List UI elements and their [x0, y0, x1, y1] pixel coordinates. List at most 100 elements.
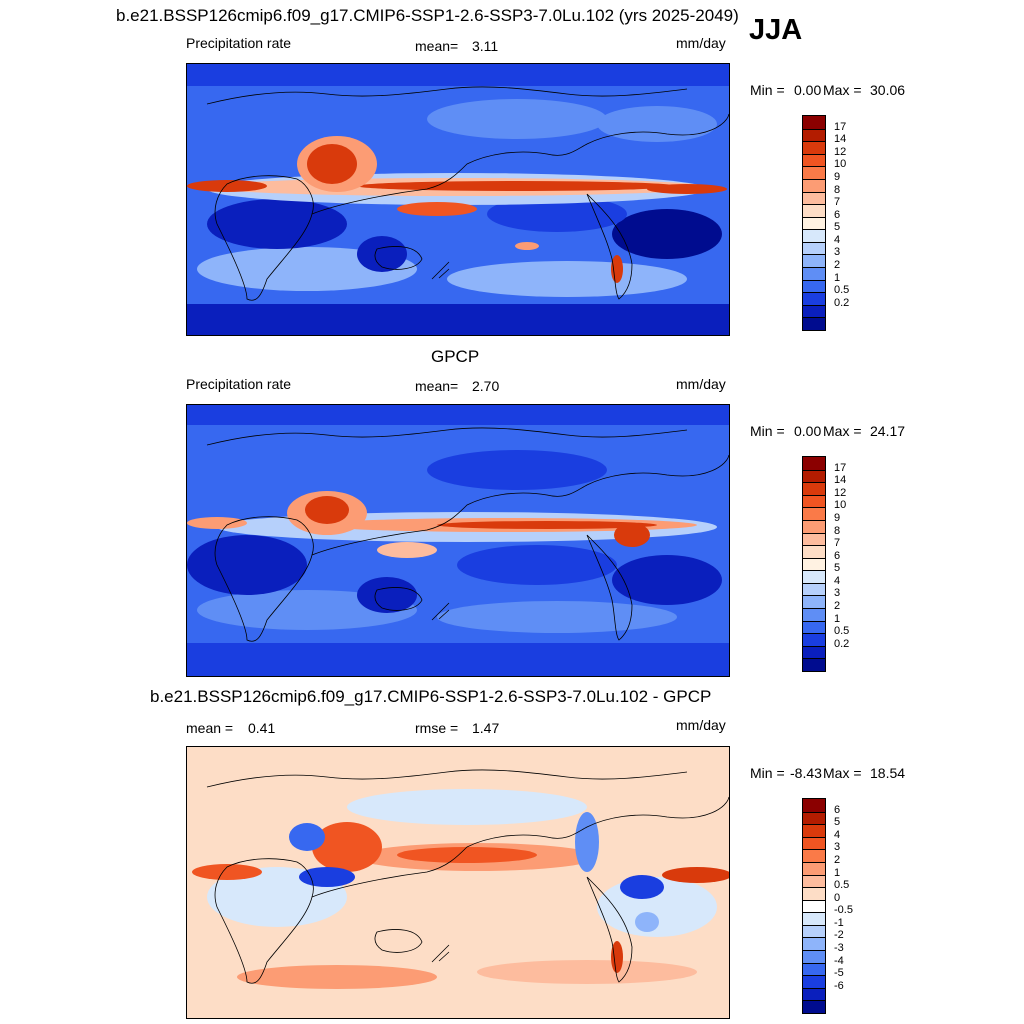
colorbar-swatch [803, 924, 825, 938]
colorbar-swatch [803, 608, 825, 621]
colorbar-tick-label: -3 [834, 942, 844, 955]
colorbar-tick-label: 2 [834, 853, 841, 866]
panel-2-max-value: 24.17 [870, 423, 906, 439]
colorbar-tick-label: 0.5 [834, 879, 850, 892]
colorbar-swatch [803, 545, 825, 558]
colorbar-swatch [803, 141, 825, 154]
colorbar-tick-label: 3 [834, 841, 841, 854]
panel-3-rmse-value: 1.47 [472, 720, 500, 736]
panel-2-map-field [187, 405, 729, 676]
colorbar-tick-label: 0.2 [834, 296, 850, 309]
colorbar-swatch [803, 799, 825, 812]
colorbar-swatch [803, 241, 825, 255]
colorbar-tick-label: 0 [834, 891, 841, 904]
panel-2-title: GPCP [431, 347, 480, 366]
colorbar-swatch [803, 658, 825, 671]
colorbar-swatch [803, 229, 825, 242]
panel-1-units: mm/day [676, 35, 726, 51]
colorbar-swatch [803, 279, 825, 293]
colorbar-tick-label: 2 [834, 259, 841, 272]
colorbar-swatch [803, 950, 825, 963]
colorbar-tick-label: -5 [834, 967, 844, 980]
colorbar-swatch [803, 507, 825, 520]
panel-1-max-label: Max = [823, 82, 862, 98]
colorbar-swatch [803, 469, 825, 483]
colorbar-swatch [803, 178, 825, 192]
colorbar-tick-label: 4 [834, 574, 841, 587]
panel-3-mean-label: mean = [186, 720, 234, 736]
colorbar-swatch [803, 570, 825, 583]
colorbar-swatch [803, 874, 825, 888]
colorbar-swatch [803, 836, 825, 850]
colorbar-tick-label: 1 [834, 866, 841, 879]
colorbar-tick-label: 8 [834, 524, 841, 537]
colorbar-swatch [803, 645, 825, 659]
colorbar-tick-label: 0.5 [834, 625, 850, 638]
panel-1-mean-value: 3.11 [472, 38, 499, 54]
panel-3-max-label: Max = [823, 765, 862, 781]
colorbar-swatch [803, 633, 825, 646]
colorbar-tick-label: 1 [834, 271, 841, 284]
colorbar-swatch [803, 987, 825, 1001]
colorbar-tick-label: 17 [834, 120, 847, 133]
colorbar-tick-label: -1 [834, 916, 844, 929]
season-label: JJA [749, 14, 803, 46]
colorbar-swatch [803, 532, 825, 546]
colorbar-swatch [803, 824, 825, 837]
panel-3-map-field [187, 747, 729, 1018]
colorbar-swatch [803, 216, 825, 230]
colorbar-swatch [803, 317, 825, 330]
panel-1-field-label: Precipitation rate [186, 35, 292, 51]
colorbar-swatch [803, 811, 825, 825]
colorbar-swatch [803, 191, 825, 205]
colorbar-swatch [803, 912, 825, 925]
colorbar-tick-label: 4 [834, 828, 841, 841]
colorbar-swatch [803, 304, 825, 318]
colorbar-swatch [803, 595, 825, 609]
colorbar-swatch [803, 292, 825, 305]
panel-3-rmse-label: rmse = [415, 720, 459, 736]
panel-2-precip-map [186, 404, 730, 677]
panel-1-min-label: Min = [750, 82, 785, 98]
panel-3-units: mm/day [676, 717, 726, 733]
colorbar-swatch [803, 937, 825, 951]
colorbar-tick-label: 7 [834, 537, 841, 550]
panel-1-colorbar [802, 115, 826, 331]
colorbar-swatch [803, 849, 825, 862]
panel-2-mean-value: 2.70 [472, 378, 500, 394]
panel-3-max-value: 18.54 [870, 765, 906, 781]
colorbar-swatch [803, 482, 825, 495]
colorbar-tick-label: -6 [834, 979, 844, 992]
panel-2-min-label: Min = [750, 423, 785, 439]
colorbar-tick-label: 12 [834, 486, 847, 499]
colorbar-tick-label: -2 [834, 929, 844, 942]
colorbar-tick-label: 8 [834, 183, 841, 196]
colorbar-swatch [803, 166, 825, 179]
colorbar-tick-label: 4 [834, 233, 841, 246]
colorbar-tick-label: 14 [834, 474, 847, 487]
colorbar-tick-label: -4 [834, 954, 844, 967]
colorbar-tick-label: 0.5 [834, 284, 850, 297]
colorbar-swatch [803, 962, 825, 976]
colorbar-tick-label: 6 [834, 803, 841, 816]
panel-1-map-field [187, 64, 729, 335]
colorbar-swatch [803, 887, 825, 900]
colorbar-swatch [803, 494, 825, 508]
panel-3-title: b.e21.BSSP126cmip6.f09_g17.CMIP6-SSP1-2.… [150, 687, 712, 706]
panel-2-colorbar [802, 456, 826, 672]
colorbar-swatch [803, 620, 825, 634]
colorbar-swatch [803, 457, 825, 470]
colorbar-tick-label: 17 [834, 461, 847, 474]
panel-1-min-value: 0.00 [794, 82, 822, 98]
panel-3-min-value: -8.43 [790, 765, 822, 781]
colorbar-swatch [803, 519, 825, 533]
panel-2-field-label: Precipitation rate [186, 376, 292, 392]
colorbar-tick-label: 6 [834, 208, 841, 221]
colorbar-tick-label: 10 [834, 158, 847, 171]
colorbar-swatch [803, 557, 825, 571]
colorbar-swatch [803, 254, 825, 268]
panel-3-min-label: Min = [750, 765, 785, 781]
colorbar-swatch [803, 116, 825, 129]
colorbar-swatch [803, 861, 825, 875]
colorbar-tick-label: 7 [834, 196, 841, 209]
